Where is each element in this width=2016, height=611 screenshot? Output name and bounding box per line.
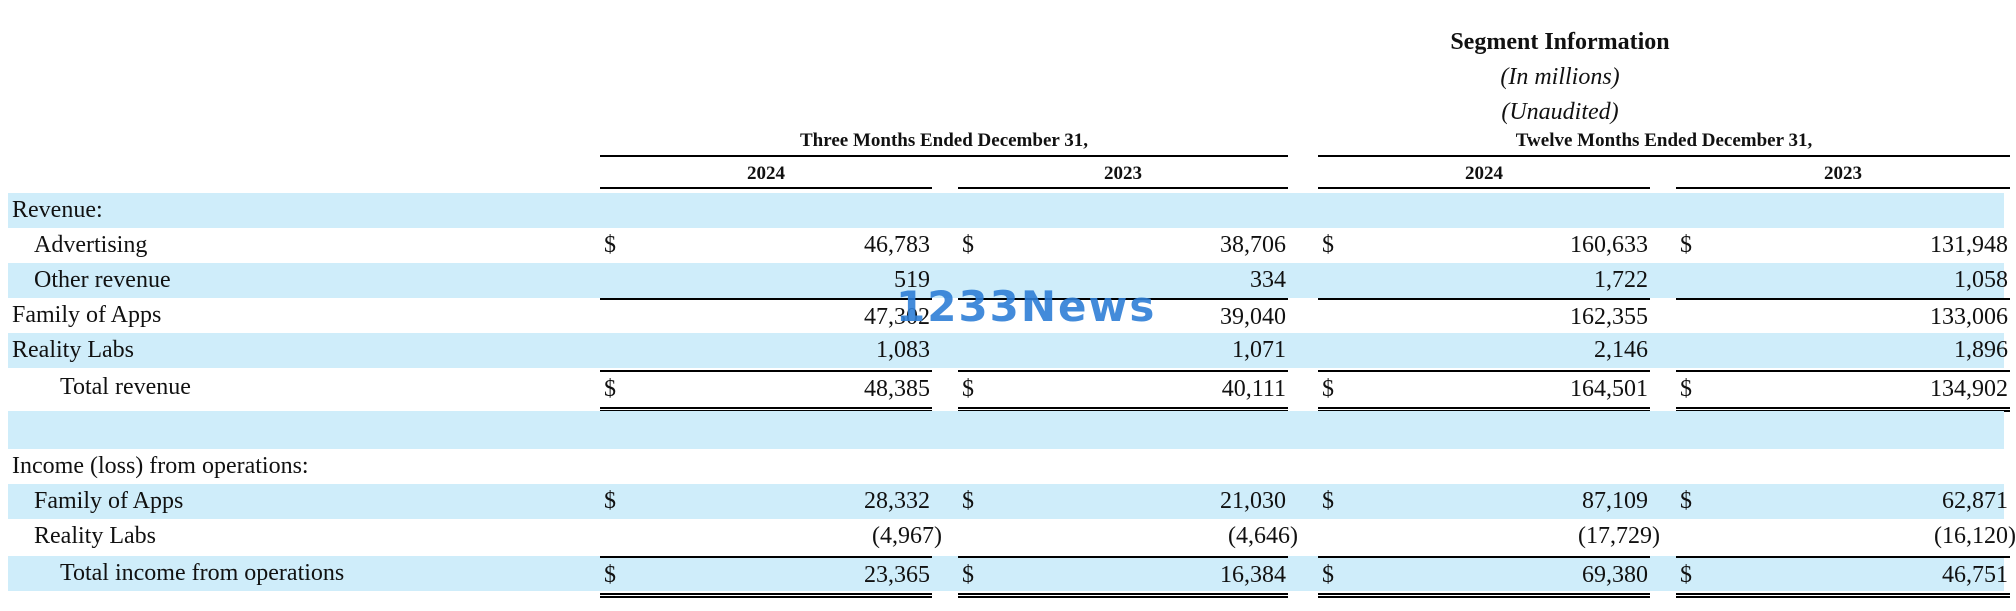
table-subtitle-unaudited: (Unaudited) bbox=[1501, 99, 1619, 125]
value-cell: 1,083 bbox=[876, 337, 930, 363]
year-header-fy-2024: 2024 bbox=[1318, 163, 1650, 189]
value-cell: $23,365 bbox=[600, 556, 932, 598]
value-cell: $160,633 bbox=[1322, 232, 1648, 258]
value-cell: $69,380 bbox=[1318, 556, 1650, 598]
value-cell: 1,071 bbox=[1232, 337, 1286, 363]
value-cell: 1,722 bbox=[1594, 267, 1648, 293]
table-row-reality-labs-income: Reality Labs (4,967) (4,646) (17,729) (1… bbox=[8, 519, 2016, 554]
value-cell: 519 bbox=[894, 267, 930, 293]
table-row-advertising: Advertising $46,783 $38,706 $160,633 $13… bbox=[8, 228, 2008, 263]
period-header-twelve-months: Twelve Months Ended December 31, bbox=[1318, 130, 2010, 157]
table-row-income-header: Income (loss) from operations: bbox=[8, 449, 2004, 484]
table-row-other-revenue: Other revenue 519 334 1,722 1,058 bbox=[8, 263, 2008, 298]
value-cell: $46,783 bbox=[604, 232, 930, 258]
year-header-q4-2024: 2024 bbox=[600, 163, 932, 189]
watermark-logo: 1233News bbox=[896, 282, 1157, 331]
row-label: Other revenue bbox=[34, 267, 171, 293]
row-label: Advertising bbox=[34, 232, 148, 258]
value-cell: 39,040 bbox=[958, 298, 1288, 335]
value-cell: (16,120) bbox=[1934, 523, 2016, 549]
value-cell: $87,109 bbox=[1322, 488, 1648, 514]
table-row-family-of-apps-revenue: Family of Apps 47,302 39,040 162,355 133… bbox=[8, 298, 2010, 335]
table-row-spacer bbox=[8, 411, 2004, 449]
table-row-total-income: Total income from operations $23,365 $16… bbox=[8, 556, 2010, 598]
value-cell: (4,646) bbox=[1228, 523, 1298, 549]
row-label: Income (loss) from operations: bbox=[12, 453, 309, 479]
value-cell: $48,385 bbox=[600, 370, 932, 412]
row-label: Family of Apps bbox=[34, 488, 184, 514]
value-cell: $62,871 bbox=[1680, 488, 2008, 514]
table-row-reality-labs-revenue: Reality Labs 1,083 1,071 2,146 1,896 bbox=[8, 333, 2008, 368]
table-subtitle-units: (In millions) bbox=[1500, 64, 1620, 90]
row-label: Reality Labs bbox=[34, 523, 156, 549]
year-header-fy-2023: 2023 bbox=[1676, 163, 2010, 189]
value-cell: 334 bbox=[1250, 267, 1286, 293]
year-header-q4-2023: 2023 bbox=[958, 163, 1288, 189]
value-cell: $134,902 bbox=[1676, 370, 2010, 412]
value-cell: $40,111 bbox=[958, 370, 1288, 412]
table-row-family-of-apps-income: Family of Apps $28,332 $21,030 $87,109 $… bbox=[8, 484, 2008, 519]
value-cell: $38,706 bbox=[962, 232, 1286, 258]
period-header-three-months: Three Months Ended December 31, bbox=[600, 130, 1288, 157]
row-label: Revenue: bbox=[12, 197, 103, 223]
value-cell: $16,384 bbox=[958, 556, 1288, 598]
value-cell: (17,729) bbox=[1578, 523, 1660, 549]
value-cell: 162,355 bbox=[1318, 298, 1650, 335]
value-cell: 1,058 bbox=[1954, 267, 2008, 293]
value-cell: $28,332 bbox=[604, 488, 930, 514]
row-label: Total revenue bbox=[60, 374, 191, 400]
row-label: Family of Apps bbox=[12, 302, 162, 328]
value-cell: $164,501 bbox=[1318, 370, 1650, 412]
value-cell: 47,302 bbox=[600, 298, 932, 335]
value-cell: 133,006 bbox=[1676, 298, 2010, 335]
value-cell: 1,896 bbox=[1954, 337, 2008, 363]
value-cell: 2,146 bbox=[1594, 337, 1648, 363]
value-cell: $46,751 bbox=[1676, 556, 2010, 598]
table-row-revenue-header: Revenue: bbox=[8, 193, 2004, 228]
table-row-total-revenue: Total revenue $48,385 $40,111 $164,501 $… bbox=[8, 370, 2010, 412]
row-label: Reality Labs bbox=[12, 337, 134, 363]
value-cell: $21,030 bbox=[962, 488, 1286, 514]
value-cell: (4,967) bbox=[872, 523, 942, 549]
value-cell: $131,948 bbox=[1680, 232, 2008, 258]
table-title: Segment Information bbox=[1450, 29, 1670, 55]
row-label: Total income from operations bbox=[60, 560, 345, 586]
